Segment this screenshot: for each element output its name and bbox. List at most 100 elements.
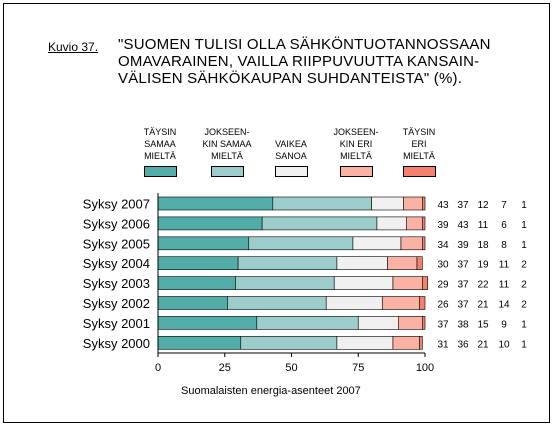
chart-title: "SUOMEN TULISI OLLA SÄHKÖNTUOTANNOSSAAN … [118,36,538,87]
x-tick-label: 0 [155,362,161,374]
bar-segment [248,236,354,251]
data-label: 11 [499,260,510,271]
data-label: 18 [477,240,489,251]
x-tick-label: 100 [416,362,434,374]
legend-swatch [210,166,244,177]
data-label: 1 [521,319,527,330]
bar-segment [400,236,423,251]
x-tick-label: 75 [352,362,364,374]
data-label: 2 [521,260,527,271]
data-label: 26 [437,300,449,311]
data-label: 21 [477,339,489,350]
data-label: 11 [499,280,510,291]
data-label: 1 [521,200,527,211]
data-label: 9 [501,319,507,330]
category-label: Syksy 2000 [83,336,150,351]
data-label: 43 [457,220,469,231]
category-label: Syksy 2007 [83,197,150,212]
bar-segment [376,216,407,231]
data-label: 1 [521,240,527,251]
data-label: 19 [477,260,489,271]
bar-segment [325,296,383,310]
bar-segment [422,316,426,330]
bar-segment [403,196,423,211]
bar-segment [261,216,378,231]
data-label: 37 [457,280,469,291]
data-label: 22 [477,280,489,291]
title-line-3: VÄLISEN SÄHKÖKAUPAN SUHDANTEISTA" (%). [118,70,463,87]
bar-segment [336,256,388,271]
category-label: Syksy 2006 [83,216,150,231]
bar-segment [357,316,399,330]
data-label: 39 [437,220,449,231]
bar-segment [336,335,394,350]
bar-segment [422,276,428,290]
legend-swatch [339,166,373,177]
x-tick-label: 25 [219,362,231,374]
bar-segment [157,296,228,310]
bar-segment [256,316,359,330]
legend-item: JOKSEEN- KIN SAMAA MIELTÄ [197,122,257,177]
bar-segment [392,276,423,290]
bar-segment [157,236,250,251]
data-label: 34 [437,240,449,251]
legend-item: JOKSEEN- KIN ERI MIELTÄ [326,122,386,177]
data-label: 36 [457,339,469,350]
data-label: 2 [521,280,527,291]
data-label: 29 [437,280,449,291]
data-label: 37 [457,300,469,311]
data-label: 21 [477,300,489,311]
bar-segment [416,256,423,271]
legend-label: JOKSEEN- KIN SAMAA MIELTÄ [202,127,252,161]
bar-segment [422,196,426,211]
legend-label: JOKSEEN- KIN ERI MIELTÄ [333,127,379,161]
category-label: Syksy 2002 [83,296,150,311]
bar-segment [157,316,258,330]
category-label: Syksy 2004 [83,256,150,271]
legend-swatch [274,166,308,177]
bar-segment [237,256,338,271]
x-tick-label: 50 [285,362,297,374]
figure-label: Kuvio 37. [48,40,99,54]
data-label: 43 [437,200,449,211]
legend-swatch [402,166,436,177]
data-label: 39 [457,240,469,251]
category-label: Syksy 2003 [83,276,150,291]
bar-segment [381,296,420,310]
bar-segment [157,196,274,211]
data-label: 8 [501,240,507,251]
bar-segment [240,335,338,350]
legend-item: TÄYSIN ERI MIELTÄ [389,122,449,177]
bar-segment [392,335,420,350]
data-label: 12 [477,200,489,211]
legend-item: TÄYSIN SAMAA MIELTÄ [130,122,190,177]
data-label: 10 [498,339,510,350]
bar-segment [227,296,327,310]
legend-item: VAIKEA SANOA [261,122,321,177]
legend-swatch [143,166,177,177]
bar-segment [419,296,426,310]
data-label: 30 [437,260,449,271]
bar-segment [272,196,372,211]
data-label: 6 [501,220,507,231]
data-label: 37 [457,260,469,271]
data-label: 38 [457,319,469,330]
title-line-2: OMAVARAINEN, VAILLA RIIPPUVUUTTA KANSAIN… [118,53,480,70]
data-label: 37 [437,319,449,330]
chart-frame [3,3,550,423]
data-label: 37 [457,200,469,211]
data-label: 1 [521,220,527,231]
bar-segment [157,335,242,350]
bar-segment [157,216,263,231]
bar-segment [352,236,402,251]
bar-segment [422,236,426,251]
data-label: 2 [521,300,527,311]
bar-segment [422,216,426,231]
data-label: 14 [498,300,510,311]
legend-label: TÄYSIN ERI MIELTÄ [402,127,436,161]
bar-segment [235,276,335,290]
legend-label: TÄYSIN SAMAA MIELTÄ [143,127,177,161]
legend-label: VAIKEA SANOA [275,139,307,161]
chart-caption: Suomalaisten energia-asenteet 2007 [181,385,361,397]
